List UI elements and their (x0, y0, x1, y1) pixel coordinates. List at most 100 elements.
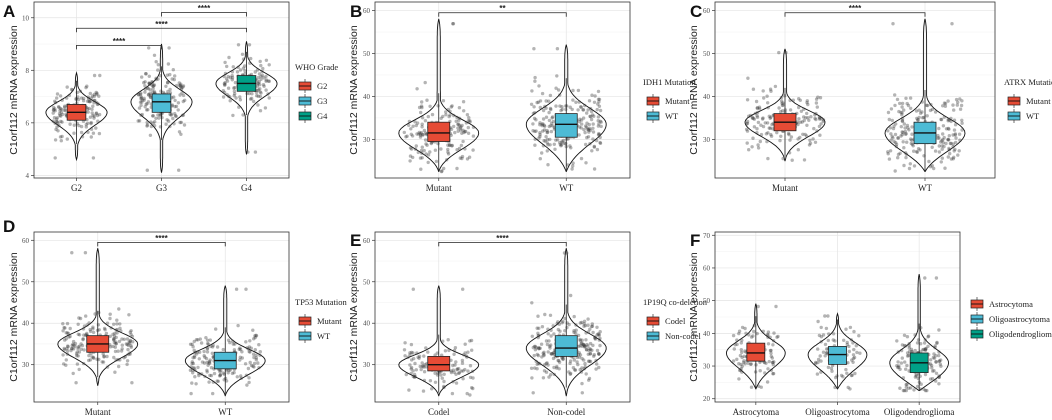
data-point (415, 121, 420, 125)
data-point (952, 128, 957, 132)
data-point (457, 106, 462, 110)
data-point (787, 132, 791, 137)
data-point (466, 119, 470, 123)
data-point (426, 350, 430, 354)
data-point (925, 103, 930, 108)
data-point (248, 360, 252, 365)
data-point (569, 146, 573, 150)
data-point (204, 356, 209, 361)
data-point (58, 94, 63, 98)
data-point (918, 148, 922, 152)
data-point (738, 368, 743, 372)
data-point (218, 373, 223, 377)
data-point (565, 325, 569, 330)
data-point (799, 109, 804, 114)
data-point (256, 94, 260, 98)
legend-label: G4 (317, 111, 328, 121)
data-point (412, 375, 417, 379)
data-point (937, 375, 941, 379)
data-point (429, 141, 433, 146)
data-point (771, 360, 775, 365)
data-point (593, 336, 597, 340)
data-point (66, 345, 70, 349)
data-point (929, 102, 933, 107)
data-point (105, 354, 109, 359)
data-point (759, 132, 764, 137)
group-wt (184, 285, 266, 397)
data-point (763, 121, 767, 125)
data-point (114, 342, 118, 346)
data-point (87, 99, 91, 103)
data-point (919, 342, 923, 346)
data-point (907, 349, 912, 354)
data-point (894, 141, 898, 145)
data-point (253, 348, 257, 352)
data-point (532, 353, 536, 358)
data-point (769, 354, 773, 358)
data-point (97, 131, 102, 136)
data-point (192, 348, 196, 352)
gridlines (715, 2, 995, 178)
data-point (191, 345, 195, 349)
data-point (180, 86, 184, 90)
data-point (209, 344, 213, 349)
data-point (529, 102, 534, 107)
data-point (903, 126, 907, 130)
x-tick-label: Astrocytoma (733, 407, 780, 417)
data-point (805, 100, 809, 105)
data-point (584, 347, 589, 352)
data-point (932, 356, 937, 360)
data-point (577, 100, 581, 104)
data-point (582, 358, 586, 362)
data-point (125, 342, 130, 347)
data-point (169, 113, 173, 117)
data-point (599, 120, 603, 124)
data-point (75, 362, 80, 366)
data-point (205, 347, 209, 351)
data-point (579, 105, 583, 109)
data-point (900, 133, 904, 137)
data-point (898, 367, 902, 371)
data-point (543, 124, 547, 128)
data-point (588, 359, 593, 364)
data-point (573, 368, 577, 372)
data-point (570, 167, 574, 171)
x-tick-label: Codel (428, 407, 450, 417)
data-point (583, 130, 587, 135)
y-tick-label: 60 (703, 264, 711, 272)
data-point (545, 137, 550, 142)
data-point (844, 327, 848, 331)
data-point (93, 98, 97, 103)
data-point (179, 132, 183, 136)
data-point (587, 378, 591, 382)
data-point (554, 86, 558, 90)
data-point (64, 358, 69, 362)
data-point (97, 112, 102, 117)
data-point (559, 143, 564, 147)
data-point (60, 134, 64, 139)
data-point (948, 141, 953, 146)
data-point (891, 22, 895, 26)
legend-label: Mutant (1026, 96, 1051, 106)
data-point (193, 350, 197, 355)
data-point (934, 360, 938, 364)
data-point (446, 150, 450, 154)
data-point (774, 304, 778, 309)
data-point (948, 151, 952, 156)
data-point (77, 123, 81, 128)
data-point (557, 359, 561, 363)
data-point (454, 372, 458, 376)
data-point (112, 322, 116, 326)
data-point (62, 105, 67, 110)
data-point (95, 91, 99, 96)
data-point (112, 340, 117, 345)
data-point (75, 350, 79, 354)
data-point (779, 95, 784, 100)
data-point (261, 66, 265, 71)
data-point (58, 113, 62, 118)
data-point (120, 347, 124, 351)
data-point (469, 338, 474, 343)
data-point (564, 107, 568, 112)
data-point (572, 330, 576, 335)
